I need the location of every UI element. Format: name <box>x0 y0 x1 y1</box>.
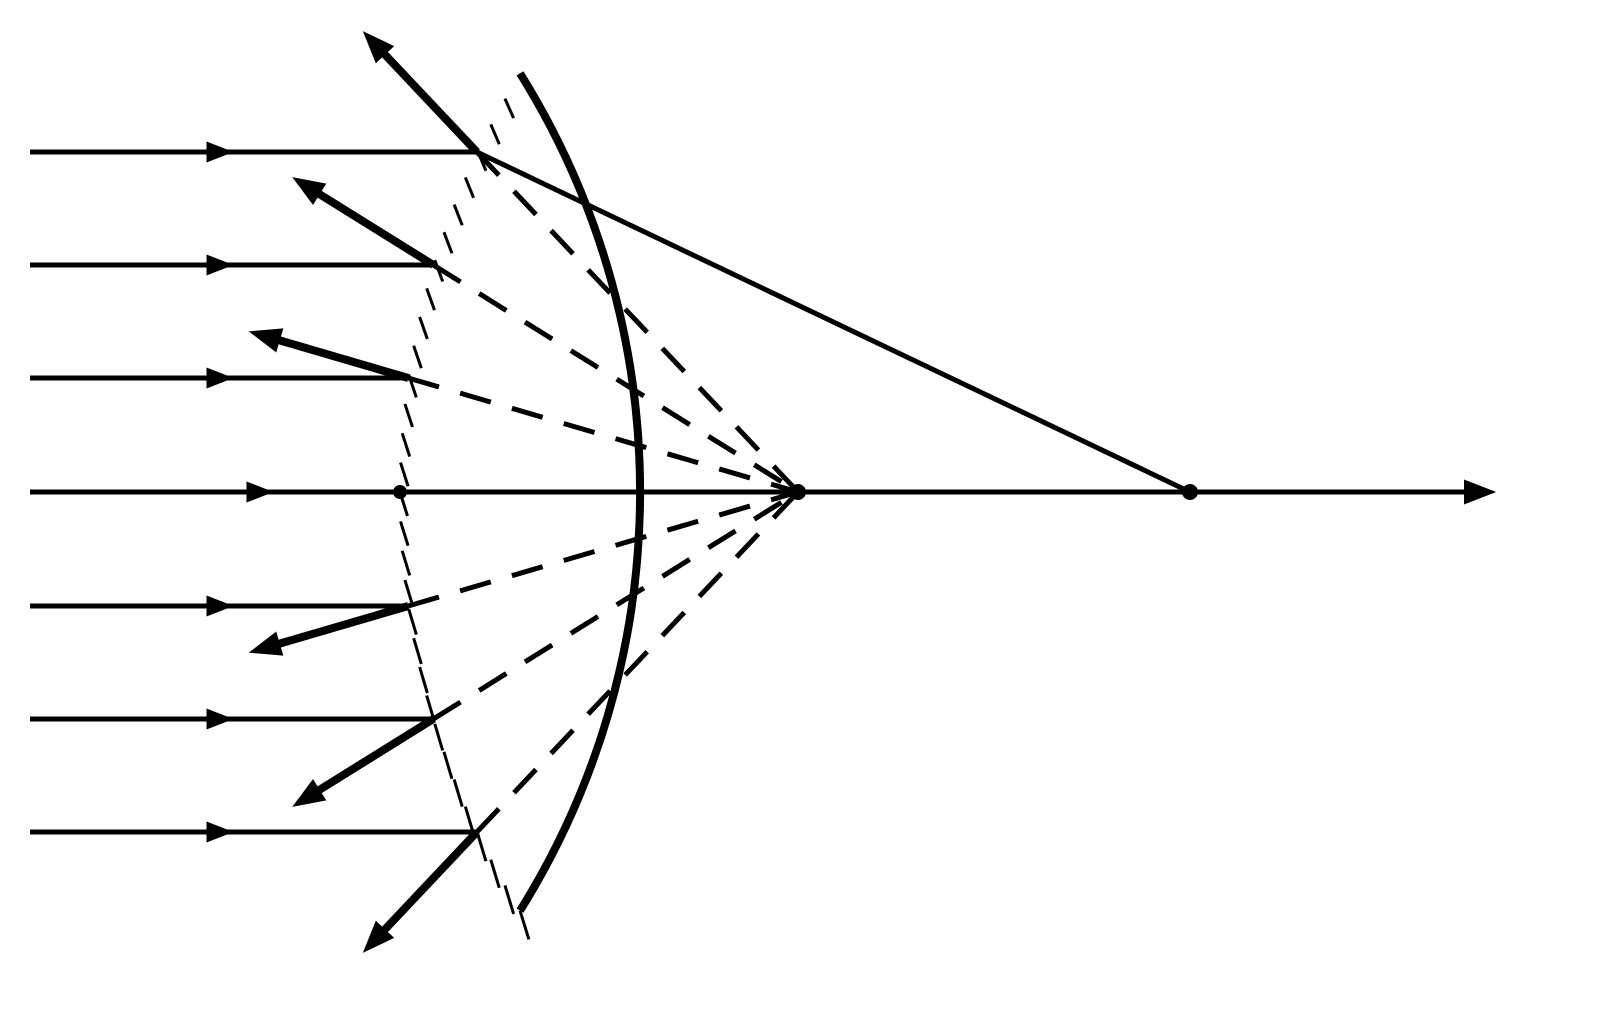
mirror-hatch <box>491 124 500 144</box>
mirror-hatch <box>401 463 409 487</box>
mirror-hatch <box>505 885 514 913</box>
reflected-ray <box>264 606 408 648</box>
reflected-ray <box>374 43 477 152</box>
normal-line-to-center <box>477 152 1190 492</box>
mirror-hatch <box>520 911 529 940</box>
mirror-hatch <box>402 551 410 576</box>
mirror-hatch <box>405 404 413 427</box>
mirror-hatch <box>402 433 410 456</box>
mirror-hatch <box>414 638 422 664</box>
mirror-hatch <box>444 232 452 253</box>
mirror-hatch <box>505 99 514 119</box>
reflected-ray <box>264 336 408 378</box>
mirror-hatch <box>420 317 428 339</box>
virtual-ray <box>408 378 798 492</box>
mirror-hatch <box>435 724 443 751</box>
reflected-ray <box>374 832 477 941</box>
mirror-hatch <box>454 779 462 806</box>
mirror-hatch <box>420 667 428 693</box>
mirror-hatch <box>427 288 435 310</box>
mirror-hatch <box>414 346 422 368</box>
mirror-hatch <box>478 833 486 861</box>
reflected-ray <box>306 719 433 798</box>
mirror-hatch <box>401 521 409 545</box>
mirror-hatch <box>465 177 473 197</box>
mirror-hatch <box>491 860 500 888</box>
mirror-hatch <box>405 580 413 605</box>
mirror-hatch <box>444 752 452 779</box>
virtual-ray <box>408 492 798 606</box>
mirror-hatch <box>409 609 417 634</box>
mirror-hatch <box>454 205 462 226</box>
convex-mirror-diagram <box>0 0 1604 1020</box>
mirror-vertex <box>393 485 407 499</box>
reflected-ray <box>306 186 433 265</box>
